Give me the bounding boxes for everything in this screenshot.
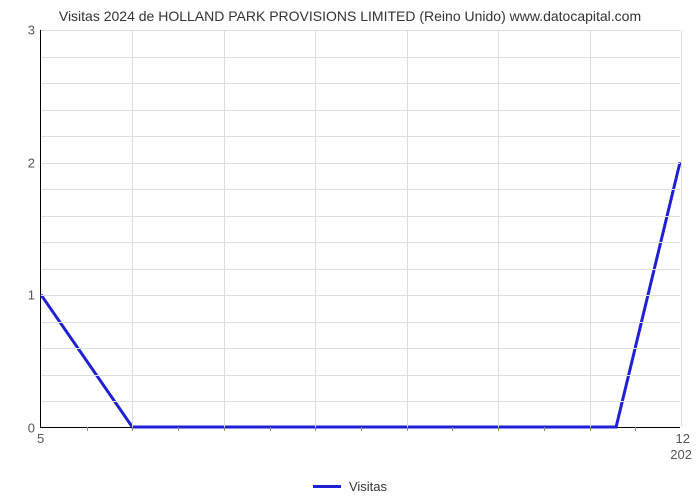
y-tick-label: 1 [28,288,35,303]
gridline-v [224,30,225,427]
x-minor-tick [361,427,362,431]
y-tick-label: 3 [28,23,35,38]
x-minor-tick [315,427,316,431]
x-minor-tick [178,427,179,431]
gridline-v [315,30,316,427]
gridline-h-minor [41,110,680,111]
x-minor-tick [590,427,591,431]
gridline-v [407,30,408,427]
gridline-h-minor [41,401,680,402]
x-minor-tick [498,427,499,431]
gridline-h-minor [41,375,680,376]
x-minor-tick [452,427,453,431]
gridline-h [41,163,680,164]
gridline-h-minor [41,189,680,190]
legend-item-visitas: Visitas [313,479,387,494]
gridline-h-minor [41,83,680,84]
gridline-h-minor [41,348,680,349]
legend-swatch [313,485,341,488]
gridline-h-minor [41,216,680,217]
gridline-v [132,30,133,427]
plot-area: 0123512202 [40,30,680,428]
gridline-v [498,30,499,427]
gridline-v [590,30,591,427]
x-tick-label-right: 12 [676,431,690,446]
legend-label: Visitas [349,479,387,494]
chart-title: Visitas 2024 de HOLLAND PARK PROVISIONS … [0,8,700,24]
x-sub-label: 202 [670,447,692,462]
y-tick-label: 2 [28,155,35,170]
gridline-h-minor [41,136,680,137]
gridline-h [41,295,680,296]
legend: Visitas [0,475,700,494]
gridline-v [681,30,682,427]
x-minor-tick [544,427,545,431]
gridline-h [41,30,680,31]
x-minor-tick [407,427,408,431]
x-minor-tick [270,427,271,431]
gridline-h-minor [41,322,680,323]
x-minor-tick [224,427,225,431]
data-line [41,30,680,427]
gridline-h-minor [41,242,680,243]
y-tick-label: 0 [28,421,35,436]
gridline-h-minor [41,269,680,270]
gridline-h-minor [41,57,680,58]
x-tick-label-left: 5 [37,431,44,446]
x-minor-tick [132,427,133,431]
x-minor-tick [635,427,636,431]
x-minor-tick [87,427,88,431]
